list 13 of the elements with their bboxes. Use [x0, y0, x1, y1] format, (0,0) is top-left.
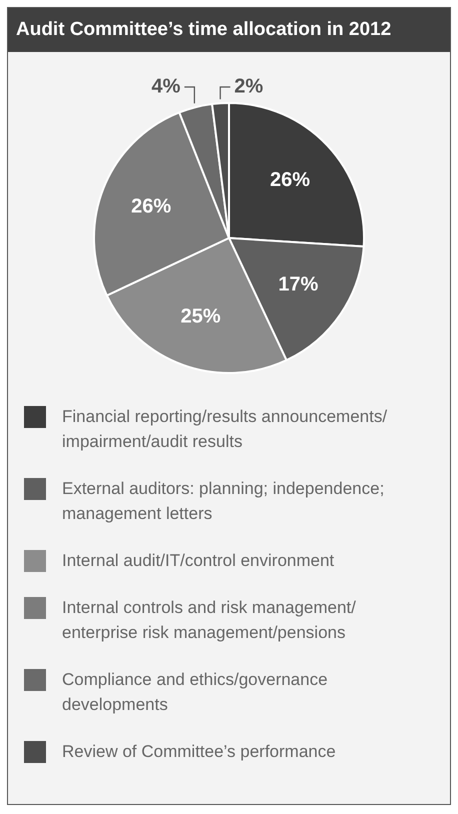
data-label: 26%: [131, 196, 172, 218]
data-label: 4%: [152, 76, 181, 98]
legend-label: Review of Committee’s performance: [62, 741, 336, 763]
data-label: 26%: [270, 169, 310, 192]
legend-label: External auditors: planning; independence; management letters: [62, 478, 386, 525]
legend-label: Financial reporting/results announcements/ impairment/audit results: [62, 406, 388, 453]
legend-label: Compliance and ethics/governance developments: [62, 669, 329, 716]
chart-title: Audit Committee’s time allocation in 2012: [8, 8, 450, 52]
data-label: 25%: [180, 305, 221, 328]
legend-label: Internal controls and risk management/ enterprise risk management/pensions: [62, 597, 357, 644]
legend-label: Internal audit/IT/control environment: [62, 550, 334, 572]
data-label: 2%: [234, 76, 264, 98]
data-label: 17%: [278, 274, 318, 296]
